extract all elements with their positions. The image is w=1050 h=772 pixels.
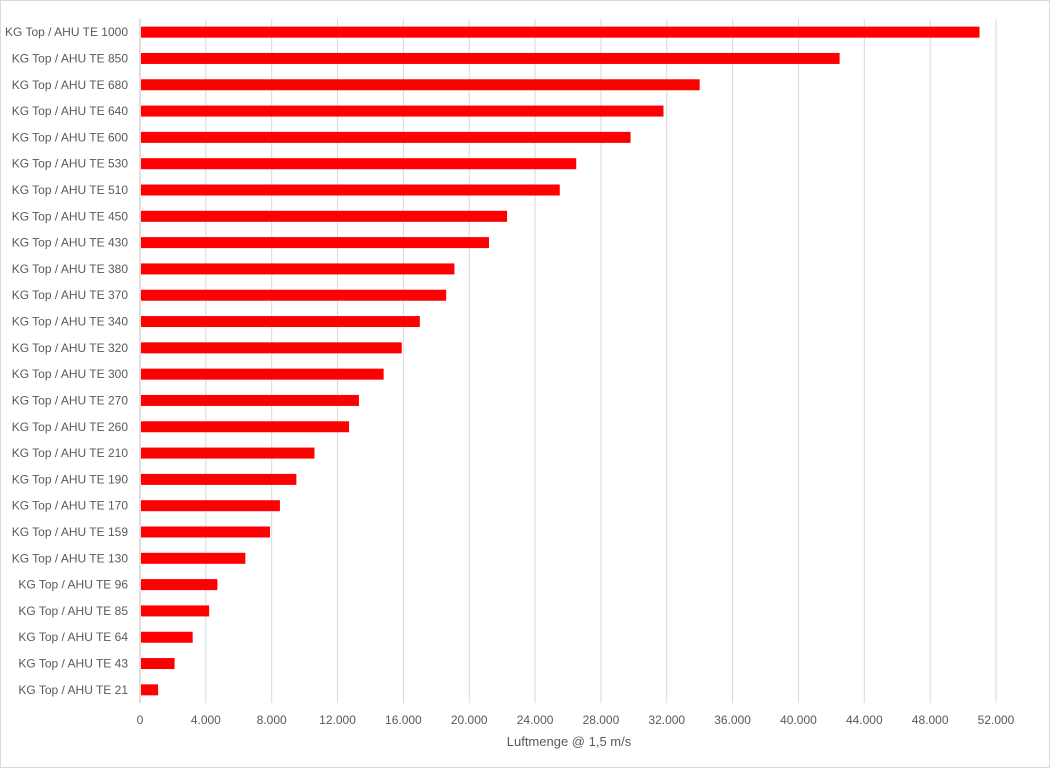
category-label: KG Top / AHU TE 680 bbox=[12, 78, 129, 92]
bars bbox=[141, 26, 980, 696]
category-label: KG Top / AHU TE 270 bbox=[12, 393, 129, 407]
x-tick-label: 36.000 bbox=[714, 713, 751, 727]
category-label: KG Top / AHU TE 210 bbox=[12, 446, 129, 460]
category-label: KG Top / AHU TE 320 bbox=[12, 341, 129, 355]
bar bbox=[141, 447, 315, 459]
value-axis: 0 4.000 8.000 12.000 16.000 20.000 24.000 28.00… bbox=[137, 19, 1015, 727]
bar bbox=[141, 26, 980, 38]
bar bbox=[141, 368, 384, 380]
bar bbox=[141, 184, 560, 196]
category-label: KG Top / AHU TE 450 bbox=[12, 209, 129, 223]
category-axis: KG Top / AHU TE 1000 KG Top / AHU TE 850 K… bbox=[5, 25, 128, 697]
bar bbox=[141, 552, 246, 564]
category-label: KG Top / AHU TE 430 bbox=[12, 236, 129, 250]
x-tick-label: 4.000 bbox=[191, 713, 221, 727]
bar bbox=[141, 421, 350, 433]
bar bbox=[141, 473, 297, 485]
x-tick-label: 48.000 bbox=[912, 713, 949, 727]
category-label: KG Top / AHU TE 600 bbox=[12, 130, 129, 144]
category-label: KG Top / AHU TE 85 bbox=[18, 604, 128, 618]
x-tick-label: 28.000 bbox=[583, 713, 620, 727]
bar bbox=[141, 605, 210, 617]
category-label: KG Top / AHU TE 300 bbox=[12, 367, 129, 381]
bar bbox=[141, 631, 193, 643]
bar bbox=[141, 210, 508, 222]
bar bbox=[141, 158, 577, 170]
x-tick-label: 12.000 bbox=[319, 713, 356, 727]
bar bbox=[141, 105, 664, 117]
category-label: KG Top / AHU TE 190 bbox=[12, 472, 129, 486]
category-label: KG Top / AHU TE 530 bbox=[12, 157, 129, 171]
bar bbox=[141, 52, 840, 64]
category-label: KG Top / AHU TE 850 bbox=[12, 51, 129, 65]
bar bbox=[141, 684, 159, 696]
bar bbox=[141, 342, 402, 354]
x-tick-label: 40.000 bbox=[780, 713, 817, 727]
category-label: KG Top / AHU TE 260 bbox=[12, 420, 129, 434]
category-label: KG Top / AHU TE 370 bbox=[12, 288, 129, 302]
category-label: KG Top / AHU TE 1000 bbox=[5, 25, 128, 39]
bar bbox=[141, 526, 271, 538]
category-label: KG Top / AHU TE 130 bbox=[12, 551, 129, 565]
bar bbox=[141, 263, 455, 275]
x-tick-label: 52.000 bbox=[978, 713, 1015, 727]
x-tick-label: 16.000 bbox=[385, 713, 422, 727]
x-tick-label: 32.000 bbox=[648, 713, 685, 727]
x-tick-label: 20.000 bbox=[451, 713, 488, 727]
category-label: KG Top / AHU TE 96 bbox=[18, 578, 128, 592]
bar bbox=[141, 289, 447, 301]
category-label: KG Top / AHU TE 43 bbox=[18, 657, 128, 671]
category-label: KG Top / AHU TE 64 bbox=[18, 630, 128, 644]
x-tick-label: 24.000 bbox=[517, 713, 554, 727]
bar bbox=[141, 500, 280, 512]
category-label: KG Top / AHU TE 340 bbox=[12, 315, 129, 329]
x-axis-title: Luftmenge @ 1,5 m/s bbox=[507, 734, 632, 749]
x-tick-label: 8.000 bbox=[257, 713, 287, 727]
bar bbox=[141, 237, 489, 249]
category-label: KG Top / AHU TE 510 bbox=[12, 183, 129, 197]
category-label: KG Top / AHU TE 380 bbox=[12, 262, 129, 276]
bar bbox=[141, 579, 218, 591]
category-label: KG Top / AHU TE 159 bbox=[12, 525, 129, 539]
x-tick-label: 0 bbox=[137, 713, 144, 727]
bar bbox=[141, 131, 631, 143]
bar bbox=[141, 316, 420, 328]
bar bbox=[141, 79, 700, 91]
x-tick-label: 44.000 bbox=[846, 713, 883, 727]
bar bbox=[141, 394, 359, 406]
bar bbox=[141, 658, 175, 670]
category-label: KG Top / AHU TE 21 bbox=[18, 683, 128, 697]
category-label: KG Top / AHU TE 170 bbox=[12, 499, 129, 513]
gridlines bbox=[205, 19, 997, 703]
category-label: KG Top / AHU TE 640 bbox=[12, 104, 129, 118]
